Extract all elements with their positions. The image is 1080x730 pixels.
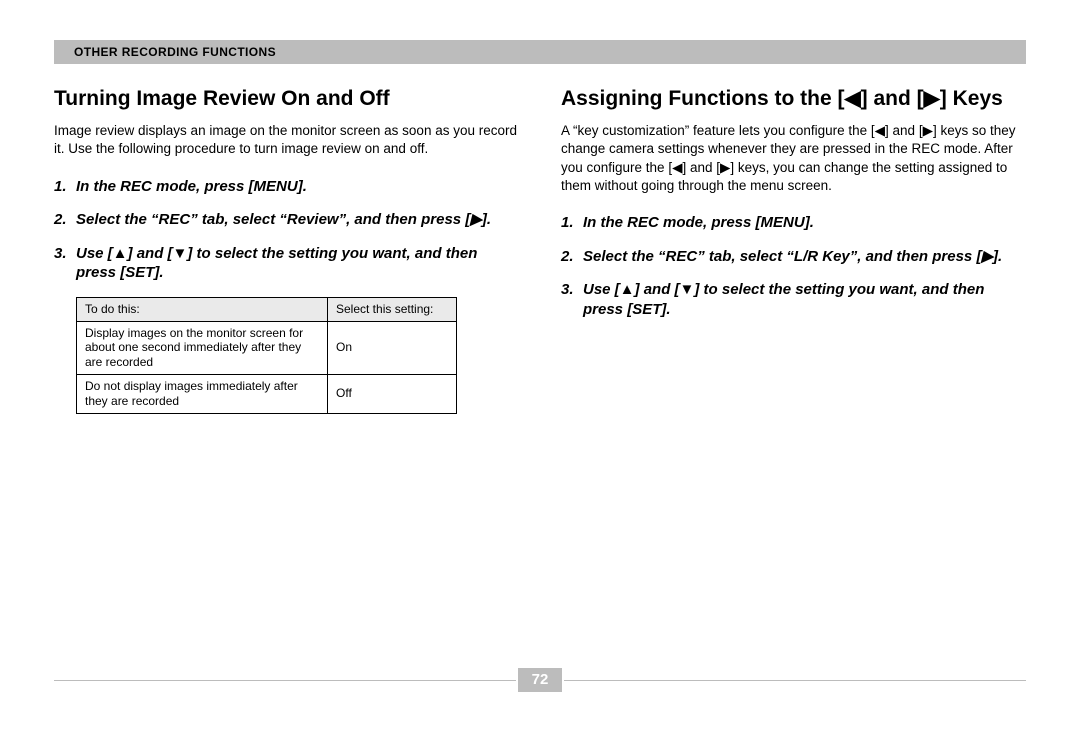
table-row: Display images on the monitor screen for… (77, 322, 457, 375)
left-step: 1.In the REC mode, press [MENU]. (54, 177, 519, 197)
right-intro: A “key customization” feature lets you c… (561, 122, 1026, 195)
step-text: In the REC mode, press [MENU]. (76, 178, 307, 195)
table-row: Do not display images immediately after … (77, 375, 457, 414)
right-step: 1.In the REC mode, press [MENU]. (561, 213, 1026, 233)
right-heading: Assigning Functions to the [◀] and [▶] K… (561, 86, 1026, 112)
step-text: In the REC mode, press [MENU]. (583, 214, 814, 231)
step-text: Select the “REC” tab, select “L/R Key”, … (583, 248, 1002, 265)
section-header-text: OTHER RECORDING FUNCTIONS (74, 45, 276, 59)
left-step: 2.Select the “REC” tab, select “Review”,… (54, 210, 519, 230)
settings-table: To do this: Select this setting: Display… (76, 297, 457, 414)
page-footer: 72 (54, 668, 1026, 692)
left-steps: 1.In the REC mode, press [MENU]. 2.Selec… (54, 177, 519, 283)
footer-rule-left (54, 680, 516, 681)
footer-rule-right (564, 680, 1026, 681)
content-columns: Turning Image Review On and Off Image re… (54, 86, 1026, 414)
table-cell: Display images on the monitor screen for… (77, 322, 328, 375)
right-step: 3.Use [▲] and [▼] to select the setting … (561, 280, 1026, 319)
section-header: OTHER RECORDING FUNCTIONS (54, 40, 1026, 64)
step-text: Use [▲] and [▼] to select the setting yo… (583, 281, 984, 318)
right-column: Assigning Functions to the [◀] and [▶] K… (561, 86, 1026, 414)
right-steps: 1.In the REC mode, press [MENU]. 2.Selec… (561, 213, 1026, 319)
right-step: 2.Select the “REC” tab, select “L/R Key”… (561, 247, 1026, 267)
left-step: 3.Use [▲] and [▼] to select the setting … (54, 244, 519, 283)
step-text: Use [▲] and [▼] to select the setting yo… (76, 245, 477, 282)
table-header-row: To do this: Select this setting: (77, 297, 457, 321)
step-text: Select the “REC” tab, select “Review”, a… (76, 211, 491, 228)
page-number: 72 (518, 668, 563, 692)
left-heading: Turning Image Review On and Off (54, 86, 519, 112)
left-column: Turning Image Review On and Off Image re… (54, 86, 519, 414)
table-cell: On (328, 322, 457, 375)
table-header-cell: To do this: (77, 297, 328, 321)
table-cell: Off (328, 375, 457, 414)
table-cell: Do not display images immediately after … (77, 375, 328, 414)
left-intro: Image review displays an image on the mo… (54, 122, 519, 158)
table-header-cell: Select this setting: (328, 297, 457, 321)
